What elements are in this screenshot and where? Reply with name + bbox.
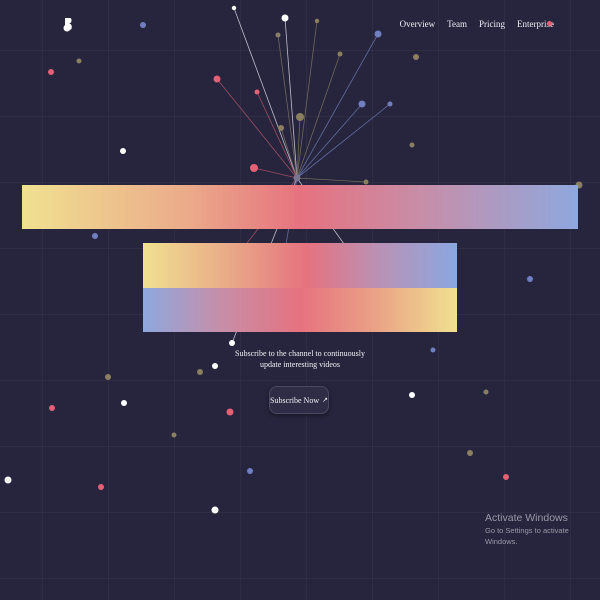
particle-dot bbox=[212, 363, 218, 369]
subscribe-button-label: Subscribe Now bbox=[270, 395, 320, 405]
top-nav: Overview Team Pricing Enterprise bbox=[400, 19, 554, 29]
particle-dot bbox=[247, 468, 253, 474]
particle-dot bbox=[413, 54, 419, 60]
particle-dot bbox=[211, 506, 219, 514]
particle-dot bbox=[4, 476, 12, 484]
gradient-bar-upper bbox=[143, 243, 457, 288]
network-link bbox=[296, 116, 301, 179]
particle-dot bbox=[467, 450, 473, 456]
gradient-bar-lower bbox=[143, 288, 457, 332]
network-link bbox=[284, 17, 298, 179]
watermark-subtitle: Go to Settings to activate Windows. bbox=[485, 526, 569, 546]
particle-dot bbox=[171, 432, 177, 438]
particle-dot bbox=[387, 101, 393, 107]
particle-dot bbox=[140, 22, 146, 28]
particle-dot bbox=[92, 233, 98, 239]
hero-tagline: Subscribe to the channel to continuously… bbox=[220, 348, 380, 370]
network-link bbox=[277, 34, 298, 179]
particle-dot bbox=[121, 400, 127, 406]
particle-dot bbox=[250, 164, 258, 172]
network-link bbox=[296, 53, 341, 179]
nav-enterprise[interactable]: Enterprise bbox=[517, 19, 554, 29]
network-link bbox=[256, 91, 298, 179]
particle-dot bbox=[314, 18, 320, 24]
particle-dot bbox=[409, 392, 415, 398]
particle-dot bbox=[409, 142, 415, 148]
nav-overview[interactable]: Overview bbox=[399, 19, 436, 29]
gradient-bar-wide bbox=[22, 185, 578, 229]
particle-dot bbox=[275, 32, 281, 38]
network-link bbox=[296, 20, 318, 179]
particle-dot bbox=[48, 69, 54, 75]
network-link bbox=[280, 127, 298, 179]
particle-dot bbox=[213, 75, 221, 83]
particle-dot bbox=[197, 369, 203, 375]
network-link bbox=[253, 167, 298, 179]
particle-dot bbox=[231, 5, 237, 11]
tagline-line-1: Subscribe to the channel to continuously bbox=[235, 349, 365, 358]
particle-dot bbox=[229, 340, 235, 346]
particle-dot bbox=[98, 484, 104, 490]
network-link bbox=[296, 177, 367, 183]
particle-dot bbox=[430, 347, 436, 353]
nav-status-dot bbox=[547, 21, 552, 26]
network-link bbox=[296, 103, 391, 179]
activate-windows-watermark: Activate Windows Go to Settings to activ… bbox=[485, 511, 600, 547]
particle-dot bbox=[337, 51, 343, 57]
particle-dot bbox=[254, 89, 260, 95]
particle-dot bbox=[358, 100, 366, 108]
particle-dot bbox=[527, 276, 533, 282]
particle-dot bbox=[296, 113, 304, 121]
particle-dot bbox=[105, 374, 111, 380]
particle-dot bbox=[278, 125, 284, 131]
arrow-up-right-icon: ↗ bbox=[322, 396, 328, 404]
watermark-title: Activate Windows bbox=[485, 512, 568, 524]
particle-dot bbox=[76, 58, 82, 64]
particle-dot bbox=[226, 408, 234, 416]
network-link bbox=[233, 7, 298, 179]
particle-dot bbox=[374, 30, 382, 38]
particle-dot bbox=[49, 405, 55, 411]
network-link bbox=[296, 103, 363, 179]
network-link bbox=[216, 78, 298, 179]
nav-pricing[interactable]: Pricing bbox=[479, 19, 506, 29]
particle-dot bbox=[483, 389, 489, 395]
nav-team[interactable]: Team bbox=[447, 19, 468, 29]
logo-icon[interactable] bbox=[64, 17, 72, 31]
particle-dot bbox=[281, 14, 289, 22]
network-hub bbox=[293, 174, 301, 182]
subscribe-button[interactable]: Subscribe Now ↗ bbox=[269, 386, 329, 414]
tagline-line-2: update interesting videos bbox=[260, 360, 340, 369]
network-link bbox=[296, 33, 379, 179]
particle-dot bbox=[363, 179, 369, 185]
particle-dot bbox=[120, 148, 126, 154]
particle-dot bbox=[503, 474, 509, 480]
